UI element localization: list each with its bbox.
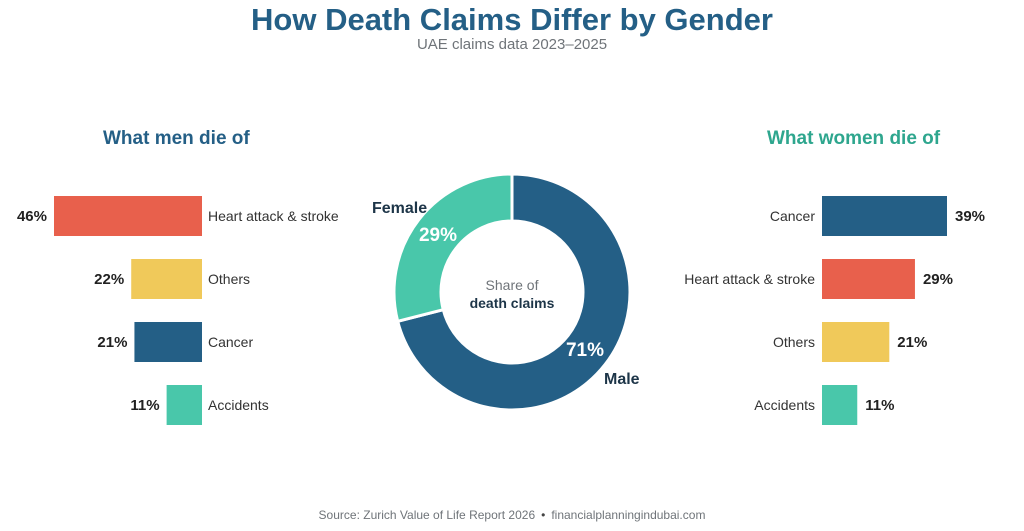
women-section-title: What women die of <box>767 128 941 149</box>
donut-center-line2: death claims <box>470 295 555 311</box>
men-bar-label: Heart attack & stroke <box>208 208 339 224</box>
donut-value-female: 29% <box>419 225 457 246</box>
men-bar-label: Cancer <box>208 334 253 350</box>
donut-slice-female <box>392 172 514 324</box>
women-bar <box>822 322 890 362</box>
men-section-title: What men die of <box>103 128 250 149</box>
women-bar-value: 29% <box>923 271 953 288</box>
men-bar <box>131 259 202 299</box>
women-bar <box>822 385 858 425</box>
women-bar-value: 39% <box>955 208 985 225</box>
men-bar <box>134 322 202 362</box>
men-bar-label: Accidents <box>208 397 269 413</box>
women-bar-label: Heart attack & stroke <box>684 271 815 287</box>
women-bar-value: 21% <box>897 334 927 351</box>
women-bar-label: Cancer <box>770 208 815 224</box>
footer-site: financialplanningindubai.com <box>551 508 706 522</box>
footer-separator: • <box>541 508 546 522</box>
chart-subtitle: UAE claims data 2023–2025 <box>416 36 608 53</box>
donut-slice-male <box>395 172 632 412</box>
men-bar <box>166 385 202 425</box>
men-bar <box>54 196 202 236</box>
donut-value-male: 71% <box>566 340 604 361</box>
men-bar-label: Others <box>208 271 250 287</box>
donut-label-male: Male <box>604 371 640 388</box>
men-bar-value: 21% <box>97 334 127 351</box>
donut-label-female: Female <box>372 200 427 217</box>
footer-source: Source: Zurich Value of Life Report 2026 <box>318 508 536 522</box>
donut-center-line1: Share of <box>486 277 539 293</box>
men-bar-value: 22% <box>94 271 124 288</box>
men-bar-value: 11% <box>130 397 159 414</box>
footer: Source: Zurich Value of Life Report 2026… <box>0 508 1024 522</box>
women-bar-value: 11% <box>865 397 894 414</box>
men-bar-value: 46% <box>17 208 47 225</box>
chart-title: How Death Claims Differ by Gender <box>251 2 773 37</box>
women-bar-label: Accidents <box>754 397 815 413</box>
women-bar <box>822 196 947 236</box>
women-bar-label: Others <box>773 334 815 350</box>
women-bar <box>822 259 915 299</box>
